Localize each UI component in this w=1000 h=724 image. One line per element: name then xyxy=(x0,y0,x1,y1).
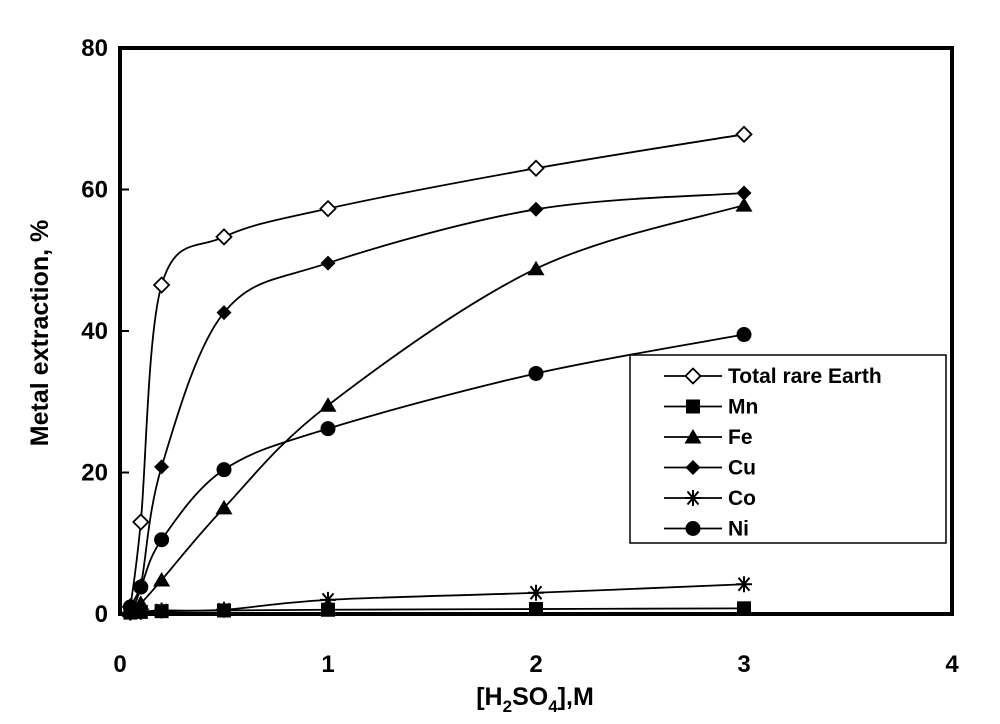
x-tick-label: 2 xyxy=(529,651,542,678)
x-tick-label: 4 xyxy=(945,651,959,678)
legend-marker xyxy=(686,521,701,536)
data-point xyxy=(737,127,752,142)
y-tick-label: 80 xyxy=(81,35,108,62)
data-point xyxy=(320,397,337,412)
y-tick-label: 60 xyxy=(81,177,108,204)
data-point xyxy=(217,229,232,244)
y-tick-label: 40 xyxy=(81,318,108,345)
data-point xyxy=(737,601,751,615)
data-point xyxy=(321,256,336,271)
legend-label: Co xyxy=(728,487,756,510)
data-point xyxy=(133,515,148,530)
y-axis-label: Metal extraction, % xyxy=(26,220,54,446)
legend-label: Total rare Earth xyxy=(728,365,882,388)
data-point xyxy=(528,261,545,276)
legend-label: Cu xyxy=(728,457,756,480)
legend-marker xyxy=(686,400,700,414)
data-point xyxy=(529,202,544,217)
legend-label: Fe xyxy=(728,426,753,449)
data-point xyxy=(528,585,544,601)
data-point xyxy=(737,186,752,201)
legend-label: Ni xyxy=(728,518,749,541)
data-point xyxy=(217,462,232,477)
x-tick-label: 1 xyxy=(321,651,334,678)
x-axis-label: [H2SO4],M xyxy=(476,683,594,716)
data-point xyxy=(321,421,336,436)
data-point xyxy=(154,278,169,293)
data-point xyxy=(154,602,170,618)
data-point xyxy=(321,201,336,216)
data-point xyxy=(123,599,138,614)
data-point xyxy=(529,161,544,176)
data-point xyxy=(320,592,336,608)
data-point xyxy=(154,459,169,474)
x-tick-label: 3 xyxy=(737,651,750,678)
y-tick-label: 0 xyxy=(95,601,108,628)
data-point xyxy=(529,602,543,616)
x-tick-label: 0 xyxy=(113,651,126,678)
data-point xyxy=(529,366,544,381)
data-point xyxy=(133,580,148,595)
data-point xyxy=(736,576,752,592)
legend-label: Mn xyxy=(728,396,758,419)
y-tick-label: 20 xyxy=(81,460,108,487)
legend: Total rare Earth Mn Fe Cu Co Ni xyxy=(630,355,946,543)
data-point xyxy=(216,602,232,618)
data-point xyxy=(737,327,752,342)
data-point xyxy=(154,532,169,547)
legend-marker xyxy=(685,490,701,506)
